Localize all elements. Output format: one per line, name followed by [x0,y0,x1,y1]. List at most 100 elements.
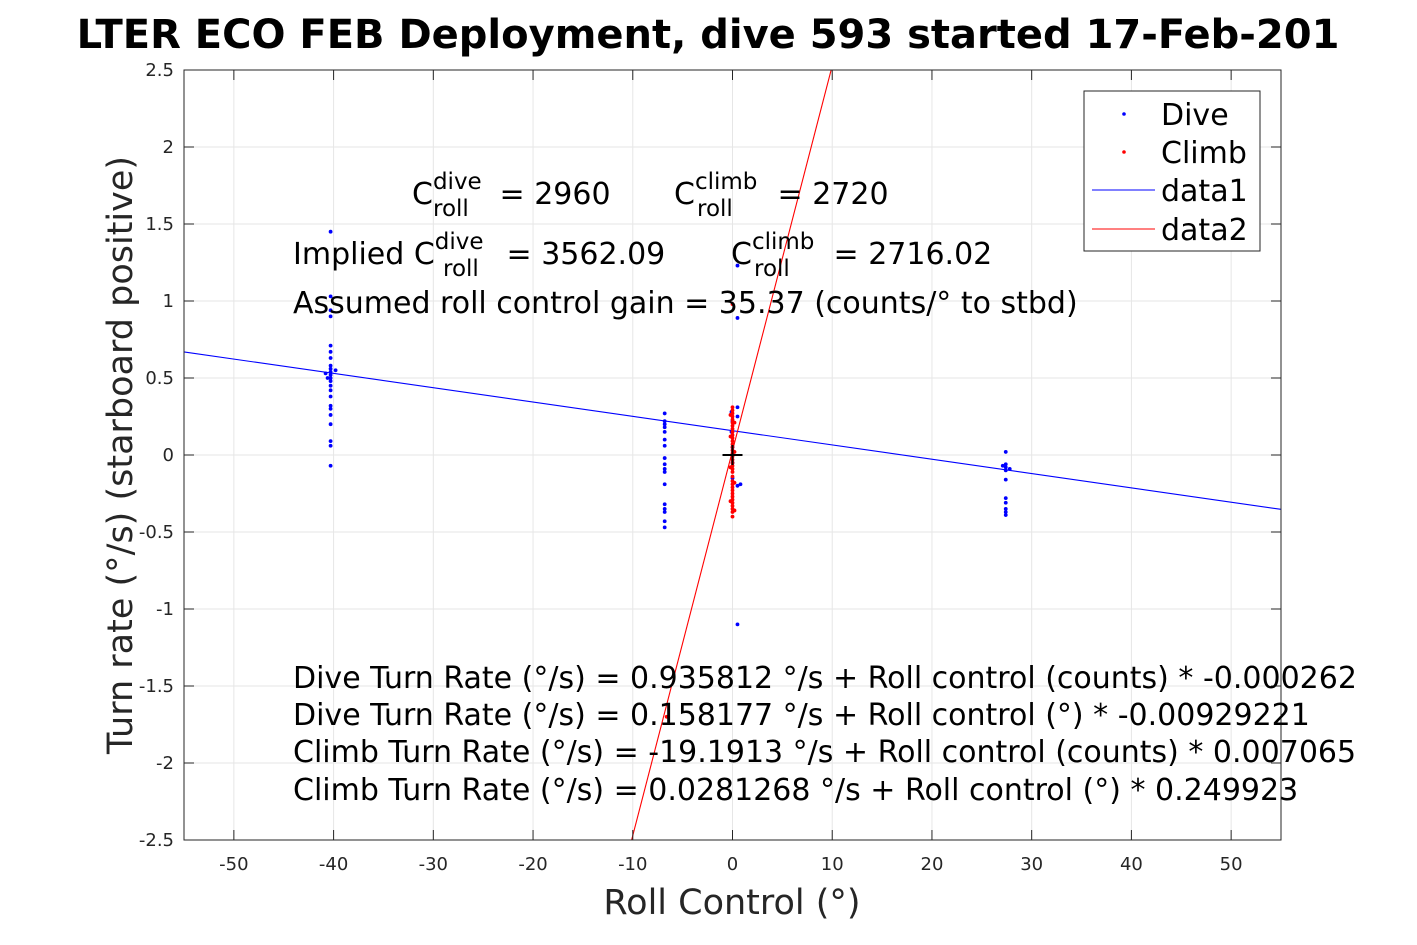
climb-point [730,514,735,519]
dive-point [662,456,667,460]
y-tick-label: 1.5 [145,214,174,235]
dive-point [662,510,667,514]
chart-title: LTER ECO FEB Deployment, dive 593 starte… [77,12,1340,58]
y-tick-label: 0.5 [145,368,174,389]
dive-point [328,343,333,348]
dive-point [325,376,330,380]
climb-point [730,417,735,422]
climb-point [730,491,735,496]
climb-point [728,499,733,504]
x-tick-label: 30 [1020,854,1043,875]
implied-c-roll-dive-annotation: Implied Cdive roll = 3562.09 [293,229,665,282]
climb-point [732,480,737,485]
dive-point [1003,510,1008,514]
dive-point [735,263,740,268]
dive-point [328,463,333,468]
dive-point [328,403,333,408]
dive-point [328,363,333,368]
climb-point [730,302,735,306]
climb-point [730,488,735,493]
dive-point [328,373,333,377]
dive-point [1003,496,1008,501]
climb-point [730,408,735,413]
dive-point [738,482,743,487]
climb-point [728,413,733,417]
climb-point [730,430,735,434]
climb-point [732,450,737,454]
legend-data1-label: data1 [1161,174,1248,209]
legend-climb-label: Climb [1161,136,1247,171]
dive-point [735,483,740,488]
legend-data2-label: data2 [1161,213,1248,248]
dive-point [662,422,667,427]
dive-point [662,419,667,424]
dive-point [1003,507,1008,511]
dive-point [1003,465,1008,470]
equation-climb-degrees: Climb Turn Rate (°/s) = 0.0281268 °/s + … [293,773,1298,808]
x-tick-label: -30 [419,854,448,875]
climb-point [730,474,735,479]
dive-point [662,443,667,448]
y-tick-label: 1 [163,291,174,312]
dive-point [328,376,333,380]
regression-equations: Dive Turn Rate (°/s) = 0.935812 °/s + Ro… [293,661,1357,808]
dive-point [328,388,333,393]
c-roll-climb-annotation: Cclimb roll = 2720 [674,169,889,222]
dive-point [328,439,333,444]
climb-point [728,434,733,439]
legend-dive-label: Dive [1161,98,1229,133]
climb-point [730,503,735,508]
y-tick-label: -2 [156,753,174,774]
dive-point [328,379,333,383]
dive-point [328,422,333,427]
dive-point [662,482,667,487]
dive-point [1003,450,1008,454]
climb-point [728,465,733,470]
dive-point [328,308,333,313]
dive-point [328,366,333,371]
dive-point [662,519,667,524]
dive-point [662,411,667,416]
climb-point [664,714,669,719]
dive-point [328,369,333,374]
climb-point [730,494,735,499]
x-tick-label: 20 [921,854,944,875]
dive-point [328,443,333,448]
x-tick-label: 0 [727,854,738,875]
climb-point [730,423,735,428]
x-tick-label: -10 [618,854,647,875]
x-tick-label: -40 [319,854,348,875]
dive-point [1003,468,1008,473]
dive-point [662,525,667,530]
climb-point [732,420,737,425]
dive-point [328,383,333,388]
dive-point [1003,462,1008,467]
equation-climb-counts: Climb Turn Rate (°/s) = -19.1913 °/s + R… [293,735,1356,770]
dive-point [328,406,333,411]
dive-point [328,314,333,319]
dive-point [662,470,667,474]
c-roll-dive-annotation: Cdive roll = 2960 [412,169,611,222]
x-tick-label: -20 [518,854,547,875]
climb-point [730,485,735,490]
x-tick-label: 50 [1220,854,1243,875]
dive-point [735,414,740,419]
dive-point [328,349,333,354]
dive-point [1003,500,1008,505]
dive-point [662,425,667,430]
climb-point [730,470,735,474]
dive-point [662,462,667,467]
dive-point [328,229,333,234]
dive-point [662,502,667,507]
dive-point [333,368,338,373]
legend-climb-marker [1122,150,1126,154]
dive-point [1003,513,1008,517]
climb-point [732,508,737,513]
implied-c-roll-climb-annotation: Cclimb roll = 2716.02 [731,229,992,282]
dive-point [1007,466,1012,471]
legend: Dive Climb data1 data2 [1083,90,1261,252]
x-tick-label: 40 [1120,854,1143,875]
x-tick-label: 10 [821,854,844,875]
dive-point [1000,463,1005,468]
data-points [323,229,1012,719]
